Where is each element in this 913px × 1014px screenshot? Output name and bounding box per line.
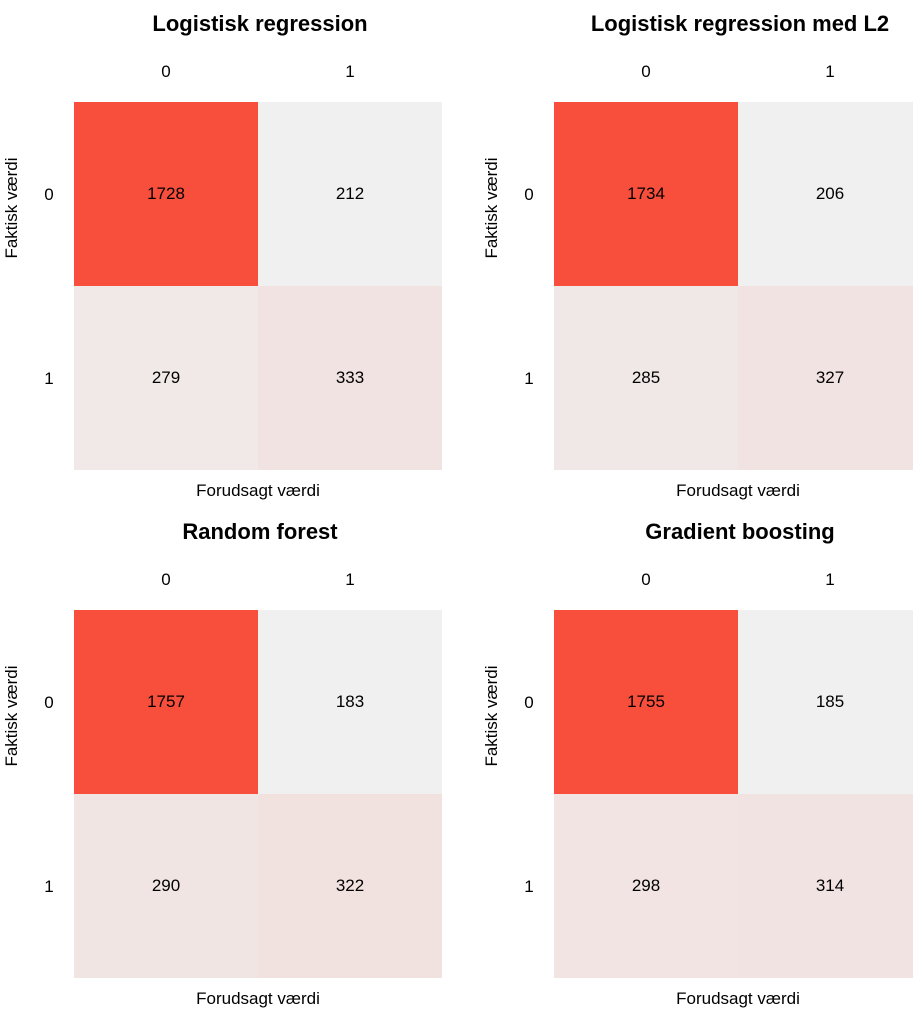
y-tick-label-1: 1 (524, 369, 534, 388)
y-tick-label-0: 0 (44, 693, 54, 712)
matrix-cell-0-0: 1734 (554, 102, 738, 286)
x-tick-label-1: 1 (825, 62, 835, 81)
y-axis-label: Faktisk værdi (482, 157, 501, 259)
matrix-cell-0-1: 212 (258, 102, 442, 286)
y-tick-label-0: 0 (44, 185, 54, 204)
x-tick-label-0: 0 (161, 62, 171, 81)
matrix-cell-1-0: 285 (554, 286, 738, 470)
matrix-cell-1-0: 290 (74, 794, 258, 978)
x-tick-label-0: 0 (641, 62, 651, 81)
x-axis-label: Forudsagt værdi (196, 481, 320, 500)
y-axis-label: Faktisk værdi (482, 665, 501, 767)
matrix-cell-0-1: 206 (738, 102, 913, 286)
matrix-cell-1-1: 322 (258, 794, 442, 978)
y-tick-label-1: 1 (44, 369, 54, 388)
x-axis-label: Forudsagt værdi (196, 989, 320, 1008)
x-tick-label-1: 1 (345, 570, 355, 589)
confusion-matrix-panel-1: Logistisk regression med L2 0 1 0 1 Fakt… (480, 0, 913, 506)
y-axis-label: Faktisk værdi (2, 665, 21, 767)
matrix-cell-0-1: 185 (738, 610, 913, 794)
y-tick-label-0: 0 (524, 693, 534, 712)
x-tick-label-0: 0 (641, 570, 651, 589)
x-tick-label-0: 0 (161, 570, 171, 589)
panel-title: Logistisk regression med L2 (590, 11, 890, 36)
confusion-matrix-panel-2: Random forest 0 1 0 1 Faktisk værdi Foru… (0, 508, 456, 1014)
confusion-matrix-panel-3: Gradient boosting 0 1 0 1 Faktisk værdi … (480, 508, 913, 1014)
x-tick-label-1: 1 (345, 62, 355, 81)
y-tick-label-1: 1 (524, 877, 534, 896)
matrix-cell-0-0: 1757 (74, 610, 258, 794)
panel-title: Logistisk regression (152, 11, 368, 36)
matrix-cell-1-0: 279 (74, 286, 258, 470)
y-axis-label: Faktisk værdi (2, 157, 21, 259)
y-tick-label-1: 1 (44, 877, 54, 896)
matrix-cell-0-1: 183 (258, 610, 442, 794)
x-tick-label-1: 1 (825, 570, 835, 589)
panel-title: Gradient boosting (645, 519, 835, 544)
matrix-cell-1-0: 298 (554, 794, 738, 978)
panel-title: Random forest (182, 519, 338, 544)
y-tick-label-0: 0 (524, 185, 534, 204)
matrix-cell-0-0: 1755 (554, 610, 738, 794)
confusion-matrix-panel-0: Logistisk regression 0 1 0 1 Faktisk vær… (0, 0, 456, 506)
x-axis-label: Forudsagt værdi (676, 989, 800, 1008)
x-axis-label: Forudsagt værdi (676, 481, 800, 500)
matrix-cell-1-1: 327 (738, 286, 913, 470)
matrix-cell-1-1: 314 (738, 794, 913, 978)
matrix-cell-1-1: 333 (258, 286, 442, 470)
matrix-cell-0-0: 1728 (74, 102, 258, 286)
